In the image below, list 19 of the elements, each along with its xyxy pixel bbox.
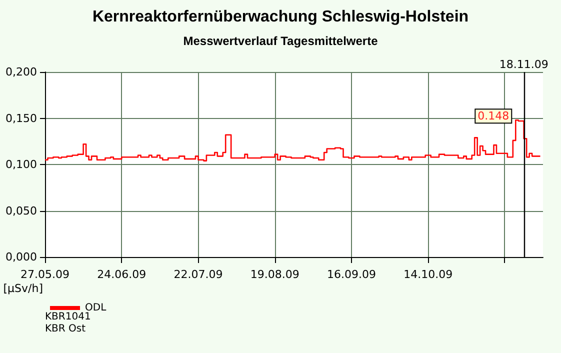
x-tick-label: 14.10.09 — [404, 268, 453, 281]
y-tick-label: 0,150 — [6, 112, 37, 125]
x-tick-label: 16.09.09 — [326, 268, 376, 281]
chart-title: Kernreaktorfernüberwachung Schleswig-Holstein — [92, 8, 469, 26]
x-tick-label: 19.08.09 — [250, 268, 300, 281]
legend-label: ODL — [85, 302, 107, 314]
y-tick-label: 0,000 — [6, 250, 37, 264]
text: KBR Ost — [45, 324, 86, 334]
x-tick-label: 22.07.09 — [174, 268, 223, 281]
y-tick-label: 0,100 — [6, 158, 37, 171]
y-axis-title: [µSv/h] — [3, 282, 43, 295]
x-tick-label: 27.05.09 — [20, 268, 70, 281]
ref-line-label: 18.11.09 — [499, 58, 548, 71]
annotation: 0.148 — [478, 110, 510, 123]
x-tick-label: 24.06.09 — [97, 268, 146, 281]
y-tick-label: 0,050 — [6, 204, 37, 218]
text: KBR1041 — [45, 312, 91, 322]
y-tick-label: 0,200 — [6, 66, 37, 78]
chart-subtitle: Messwertverlauf Tagesmittelwerte — [183, 34, 378, 48]
